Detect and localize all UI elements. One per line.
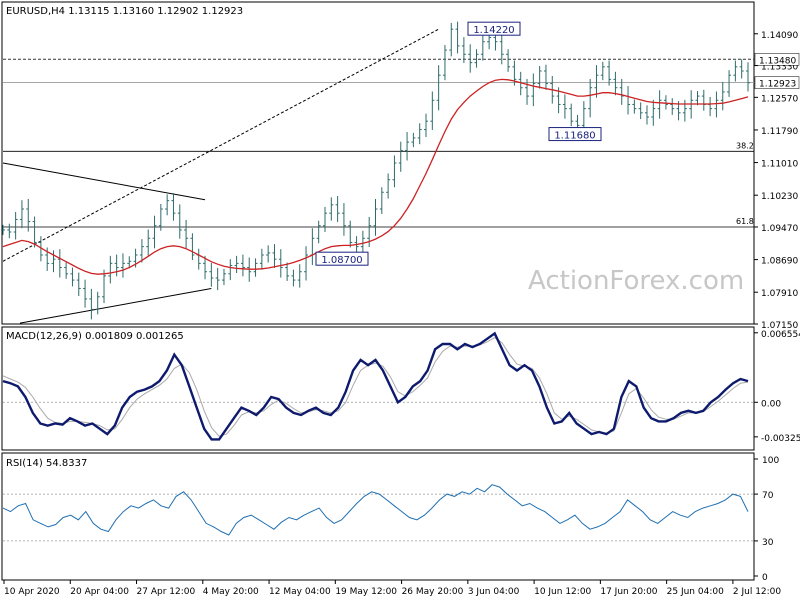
x-tick-label: 2 Jul 12:00 xyxy=(733,587,782,597)
price-y-tick-label: 1.07150 xyxy=(761,321,798,331)
rsi-y-tick-label: 70 xyxy=(762,491,774,501)
low-annotation-label: 1.08700 xyxy=(321,255,362,266)
fib-38-label: 38.2 xyxy=(736,141,754,150)
x-tick-label: 27 Apr 12:00 xyxy=(137,587,196,597)
resistance-flag-label: 1.13480 xyxy=(759,56,796,66)
upper-triangle-trendline xyxy=(2,162,206,201)
lower-triangle-trendline xyxy=(19,287,212,324)
price-y-tick-label: 1.11790 xyxy=(761,127,798,137)
x-tick-label: 25 Jun 04:00 xyxy=(667,587,724,597)
swing-low-annotation-box xyxy=(548,127,602,142)
x-tick-label: 12 May 04:00 xyxy=(269,587,331,597)
swing-low-annotation-label: 1.11680 xyxy=(554,131,595,142)
price-y-tick-label: 1.13330 xyxy=(761,63,798,73)
x-tick-label: 4 May 20:00 xyxy=(203,587,259,597)
fib-61-label: 61.8 xyxy=(736,217,754,226)
price-panel-frame xyxy=(1,1,755,325)
price-y-tick-label: 1.08690 xyxy=(761,257,798,267)
current-price-flag-box xyxy=(754,76,800,89)
macd-y-tick-label: -0.003259 xyxy=(761,434,800,444)
rsi-y-tick-label: 100 xyxy=(762,456,779,466)
macd-panel-frame xyxy=(1,326,755,451)
low-annotation-box xyxy=(315,251,369,266)
macd-y-tick-label: 0.006554 xyxy=(761,330,800,340)
rsi-line xyxy=(2,484,749,536)
price-y-tick-label: 1.10230 xyxy=(761,192,798,202)
resistance-flag-box xyxy=(754,53,800,66)
high-annotation-label: 1.14220 xyxy=(473,25,514,36)
macd-y-tick-label: 0.00 xyxy=(761,399,781,409)
rsi-panel-frame xyxy=(1,452,755,581)
macd-header: MACD(12,26,9) 0.001809 0.001265 xyxy=(6,331,184,342)
rsi-y-tick-label: 0 xyxy=(762,573,768,583)
moving-average-line xyxy=(2,78,749,275)
price-y-tick-label: 1.09470 xyxy=(761,224,798,234)
watermark-text: ActionForex.com xyxy=(528,266,744,296)
macd-main-line xyxy=(2,331,749,441)
price-y-tick-label: 1.12570 xyxy=(761,94,798,104)
x-tick-label: 10 Jun 12:00 xyxy=(534,587,591,597)
x-tick-label: 26 May 20:00 xyxy=(402,587,464,597)
rsi-header: RSI(14) 54.8337 xyxy=(6,458,87,469)
price-header: EURUSD,H4 1.13115 1.13160 1.12902 1.1292… xyxy=(6,6,243,17)
x-tick-label: 17 Jun 20:00 xyxy=(600,587,657,597)
x-tick-label: 3 Jun 04:00 xyxy=(468,587,520,597)
high-annotation-box xyxy=(467,21,521,36)
rising-dotted-trendline xyxy=(2,28,439,262)
x-tick-label: 20 Apr 04:00 xyxy=(70,587,129,597)
price-y-tick-label: 1.07910 xyxy=(761,289,798,299)
price-y-tick-label: 1.14090 xyxy=(761,31,798,41)
x-tick-label: 19 May 12:00 xyxy=(335,587,397,597)
x-tick-label: 10 Apr 2020 xyxy=(4,587,60,597)
current-price-flag-label: 1.12923 xyxy=(759,80,796,90)
rsi-y-tick-label: 30 xyxy=(762,538,774,548)
price-y-tick-label: 1.11010 xyxy=(761,160,798,170)
macd-signal-line xyxy=(2,337,749,437)
